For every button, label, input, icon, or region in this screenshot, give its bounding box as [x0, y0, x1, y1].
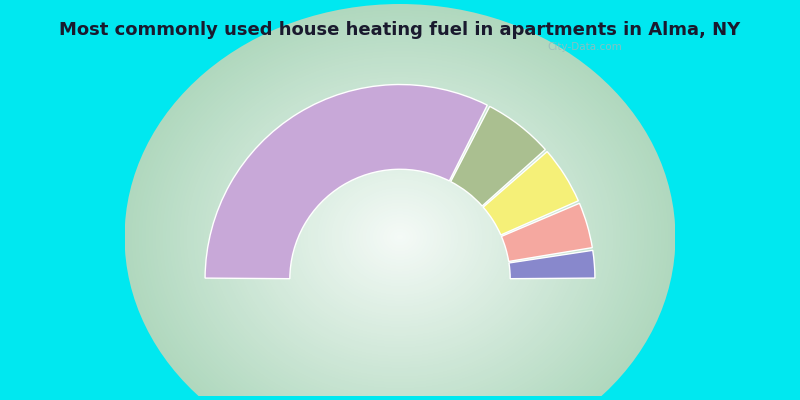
Ellipse shape — [269, 126, 531, 348]
Ellipse shape — [382, 222, 418, 252]
Ellipse shape — [221, 86, 579, 388]
Ellipse shape — [159, 33, 641, 400]
Text: City-Data.com: City-Data.com — [548, 42, 622, 52]
Ellipse shape — [338, 185, 462, 290]
Ellipse shape — [249, 109, 551, 365]
Ellipse shape — [190, 59, 610, 400]
Ellipse shape — [197, 65, 603, 400]
Ellipse shape — [386, 226, 414, 249]
Ellipse shape — [234, 97, 566, 377]
Ellipse shape — [310, 161, 490, 313]
Ellipse shape — [207, 74, 593, 400]
Ellipse shape — [242, 103, 558, 371]
Ellipse shape — [373, 214, 427, 260]
Ellipse shape — [125, 4, 675, 400]
Ellipse shape — [152, 27, 648, 400]
Ellipse shape — [366, 208, 434, 266]
Ellipse shape — [146, 22, 655, 400]
Ellipse shape — [328, 176, 472, 298]
Ellipse shape — [318, 167, 482, 307]
Ellipse shape — [210, 77, 590, 397]
Ellipse shape — [255, 115, 545, 360]
Ellipse shape — [266, 124, 534, 351]
Ellipse shape — [352, 196, 448, 278]
Ellipse shape — [228, 92, 572, 383]
Ellipse shape — [245, 106, 555, 368]
Ellipse shape — [180, 51, 620, 400]
Ellipse shape — [297, 150, 503, 324]
Ellipse shape — [342, 188, 458, 287]
Ellipse shape — [194, 62, 606, 400]
Ellipse shape — [279, 135, 521, 339]
Ellipse shape — [355, 199, 445, 275]
Ellipse shape — [214, 80, 586, 394]
Ellipse shape — [176, 48, 624, 400]
Ellipse shape — [393, 231, 407, 243]
Ellipse shape — [135, 13, 665, 400]
Ellipse shape — [273, 129, 527, 345]
Ellipse shape — [390, 228, 410, 246]
Ellipse shape — [286, 141, 514, 333]
Ellipse shape — [224, 88, 576, 386]
Ellipse shape — [379, 220, 421, 254]
Ellipse shape — [149, 24, 651, 400]
Ellipse shape — [238, 100, 562, 374]
Ellipse shape — [321, 170, 479, 304]
Ellipse shape — [331, 179, 469, 295]
Ellipse shape — [131, 10, 669, 400]
Ellipse shape — [252, 112, 548, 362]
Ellipse shape — [138, 16, 662, 400]
Ellipse shape — [358, 202, 442, 272]
Ellipse shape — [262, 120, 538, 354]
Ellipse shape — [204, 71, 596, 400]
Ellipse shape — [300, 152, 500, 322]
Ellipse shape — [166, 39, 634, 400]
Ellipse shape — [397, 234, 403, 240]
Ellipse shape — [155, 30, 645, 400]
Wedge shape — [450, 106, 546, 206]
Ellipse shape — [276, 132, 524, 342]
Ellipse shape — [348, 193, 452, 281]
Ellipse shape — [283, 138, 517, 336]
Ellipse shape — [303, 156, 497, 319]
Ellipse shape — [231, 94, 569, 380]
Wedge shape — [502, 203, 592, 262]
Ellipse shape — [170, 42, 630, 400]
Wedge shape — [205, 84, 487, 279]
Ellipse shape — [345, 190, 455, 284]
Ellipse shape — [162, 36, 638, 400]
Wedge shape — [483, 152, 578, 235]
Ellipse shape — [259, 118, 541, 356]
Ellipse shape — [200, 68, 600, 400]
Ellipse shape — [369, 211, 431, 263]
Ellipse shape — [128, 7, 672, 400]
Ellipse shape — [290, 144, 510, 330]
Ellipse shape — [173, 45, 627, 400]
Ellipse shape — [334, 182, 466, 292]
Ellipse shape — [294, 147, 506, 327]
Text: Most commonly used house heating fuel in apartments in Alma, NY: Most commonly used house heating fuel in… — [59, 21, 741, 39]
Ellipse shape — [218, 83, 582, 392]
Wedge shape — [509, 250, 595, 279]
Ellipse shape — [314, 164, 486, 310]
Ellipse shape — [376, 217, 424, 258]
Ellipse shape — [142, 18, 658, 400]
Ellipse shape — [307, 158, 493, 316]
Ellipse shape — [183, 54, 617, 400]
Ellipse shape — [324, 173, 476, 301]
Ellipse shape — [186, 56, 614, 400]
Ellipse shape — [362, 205, 438, 269]
